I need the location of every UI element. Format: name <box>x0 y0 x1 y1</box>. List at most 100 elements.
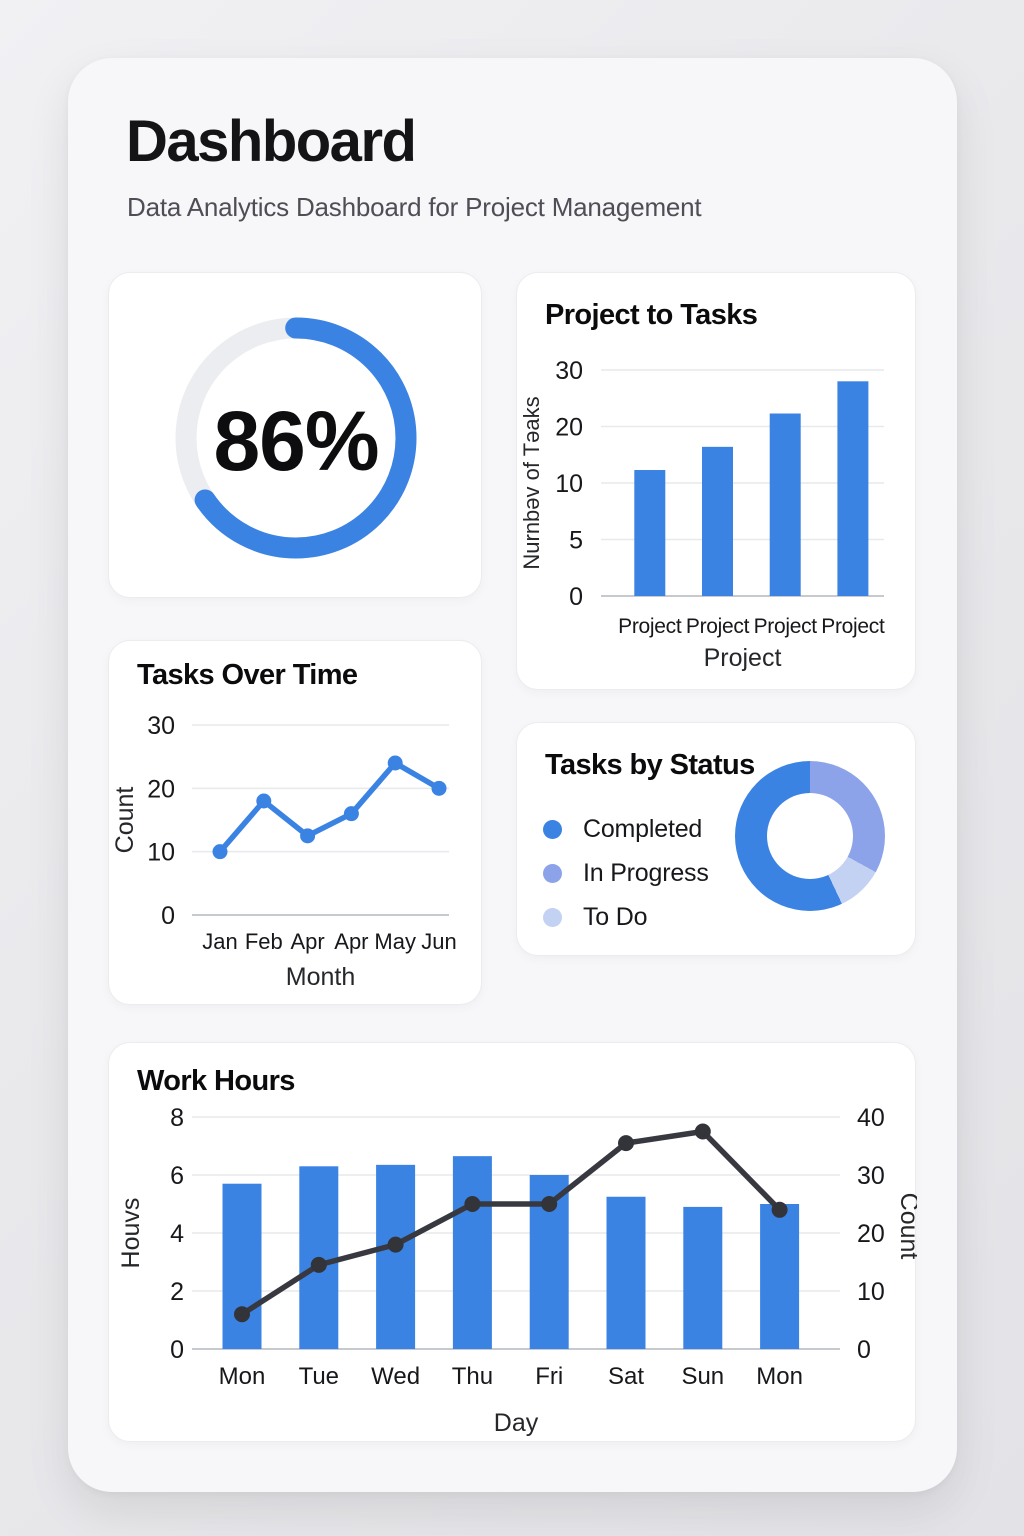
point-dot <box>387 755 403 771</box>
point-dot <box>310 1256 327 1273</box>
x-tick-label: Apr <box>334 929 368 954</box>
point-dot <box>464 1196 481 1212</box>
legend-item: In Progress <box>543 851 709 895</box>
legend-dot-icon <box>543 819 562 839</box>
x-tick-label: Thu <box>452 1363 493 1390</box>
x-tick-label: Feb <box>245 929 283 954</box>
line-series <box>239 1128 783 1317</box>
status-donut-chart <box>735 761 885 911</box>
y-tick-label: 10 <box>857 1278 885 1306</box>
y-tick-label: 20 <box>555 414 583 442</box>
point-dot <box>256 793 272 809</box>
x-tick-label: Project <box>618 615 682 638</box>
x-tick-label: Jan <box>202 929 237 954</box>
y-axis-title: Count <box>111 787 139 854</box>
point-dot <box>234 1306 250 1323</box>
legend-dot-icon <box>543 863 562 883</box>
bar <box>837 381 869 596</box>
chart-title-project-to-tasks: Project to Tasks <box>545 299 758 331</box>
x-tick-label: Tue <box>299 1363 339 1390</box>
bar <box>606 1196 646 1349</box>
x-tick-label: Project <box>686 615 750 638</box>
y-tick-label: 6 <box>170 1162 184 1190</box>
y-tick-label: 0 <box>161 902 175 930</box>
progress-ring-value: 86% <box>213 394 379 488</box>
bar <box>760 1204 800 1349</box>
x-tick-label: Mon <box>756 1363 803 1390</box>
legend-item: Completed <box>543 807 709 851</box>
chart-title-work-hours: Work Hours <box>137 1065 295 1097</box>
x-tick-label: Jun <box>421 929 456 954</box>
bar <box>702 446 733 596</box>
x-axis-title: Month <box>286 963 355 991</box>
line-series <box>217 760 442 855</box>
point-dot <box>694 1123 711 1140</box>
legend-label: In Progress <box>583 858 709 887</box>
x-tick-label: May <box>374 929 416 954</box>
chart-title-tasks-over-time: Tasks Over Time <box>137 659 358 691</box>
y-tick-label: 0 <box>569 583 583 611</box>
x-axis-title: Day <box>494 1409 539 1437</box>
point-dot <box>431 780 447 796</box>
bar <box>222 1183 262 1349</box>
x-tick-label: Sat <box>608 1363 644 1390</box>
y-tick-label: 30 <box>555 357 583 385</box>
y-tick-label: 20 <box>857 1220 885 1248</box>
x-tick-label: Project <box>754 615 818 638</box>
bar <box>634 470 666 596</box>
y-tick-label: 10 <box>147 839 175 867</box>
y-axis-title: Nurnbəv of Təaks <box>519 396 544 569</box>
x-tick-label: Sun <box>681 1363 724 1390</box>
project-to-tasks-card: Project to Tasks 0 5 10 20 30 Project Project P… <box>516 272 916 690</box>
y-tick-label: 20 <box>147 775 175 803</box>
work-hours-chart: 0 2 4 6 8 0 10 20 30 40 Mon Tue Wed Thu Fri Sat Sun Mon Da… <box>117 1104 917 1437</box>
y-tick-label: 2 <box>170 1278 184 1306</box>
bar <box>683 1206 723 1349</box>
y-tick-label: 40 <box>857 1104 885 1132</box>
completion-gauge-card: 86% <box>108 272 482 598</box>
donut-hole <box>767 793 853 879</box>
y-tick-label: 0 <box>857 1336 871 1364</box>
x-tick-label: Mon <box>219 1363 266 1390</box>
point-dot <box>212 844 228 860</box>
tasks-over-time-card: Tasks Over Time 0 10 20 30 Jan Feb Apr Apr May Ju… <box>108 640 482 1005</box>
progress-ring <box>175 317 417 559</box>
x-axis-title: Project <box>704 644 782 672</box>
y-tick-label: 30 <box>147 712 175 740</box>
bar <box>452 1156 492 1349</box>
y-axis-title-right: Count <box>895 1193 917 1260</box>
x-tick-label: Project <box>821 615 885 638</box>
x-tick-label: Fri <box>535 1363 563 1390</box>
tasks-by-status-card: Tasks by Status Completed In Progress To D… <box>516 722 916 956</box>
status-legend: Completed In Progress To Do <box>543 807 709 939</box>
y-tick-label: 4 <box>170 1220 184 1248</box>
y-axis-title-left: Houvs <box>117 1198 145 1269</box>
y-tick-label: 0 <box>170 1336 184 1364</box>
y-tick-label: 5 <box>569 527 583 555</box>
page-subtitle: Data Analytics Dashboard for Project Man… <box>127 192 702 222</box>
point-dot <box>771 1201 788 1218</box>
y-tick-label: 30 <box>857 1162 885 1190</box>
y-tick-label: 10 <box>555 470 583 498</box>
ring-progress-arc <box>175 317 417 559</box>
point-dot <box>541 1196 558 1212</box>
point-dot <box>343 806 359 822</box>
y-tick-label: 8 <box>170 1104 184 1132</box>
legend-item: To Do <box>543 895 709 939</box>
bar <box>376 1164 416 1349</box>
x-tick-label: Wed <box>371 1363 420 1390</box>
bar <box>769 413 801 596</box>
legend-label: Completed <box>583 814 703 843</box>
x-tick-label: Apr <box>290 929 324 954</box>
page-title: Dashboard <box>126 109 417 174</box>
chart-title-tasks-by-status: Tasks by Status <box>545 749 755 781</box>
legend-label: To Do <box>583 902 648 931</box>
point-dot <box>387 1236 404 1253</box>
work-hours-card: Work Hours 0 2 4 6 8 0 10 20 30 40 Mon Tue Wed Thu Fri… <box>108 1042 917 1442</box>
legend-dot-icon <box>543 907 562 927</box>
point-dot <box>300 828 316 844</box>
dashboard-panel: Dashboard Data Analytics Dashboard for P… <box>68 58 957 1492</box>
